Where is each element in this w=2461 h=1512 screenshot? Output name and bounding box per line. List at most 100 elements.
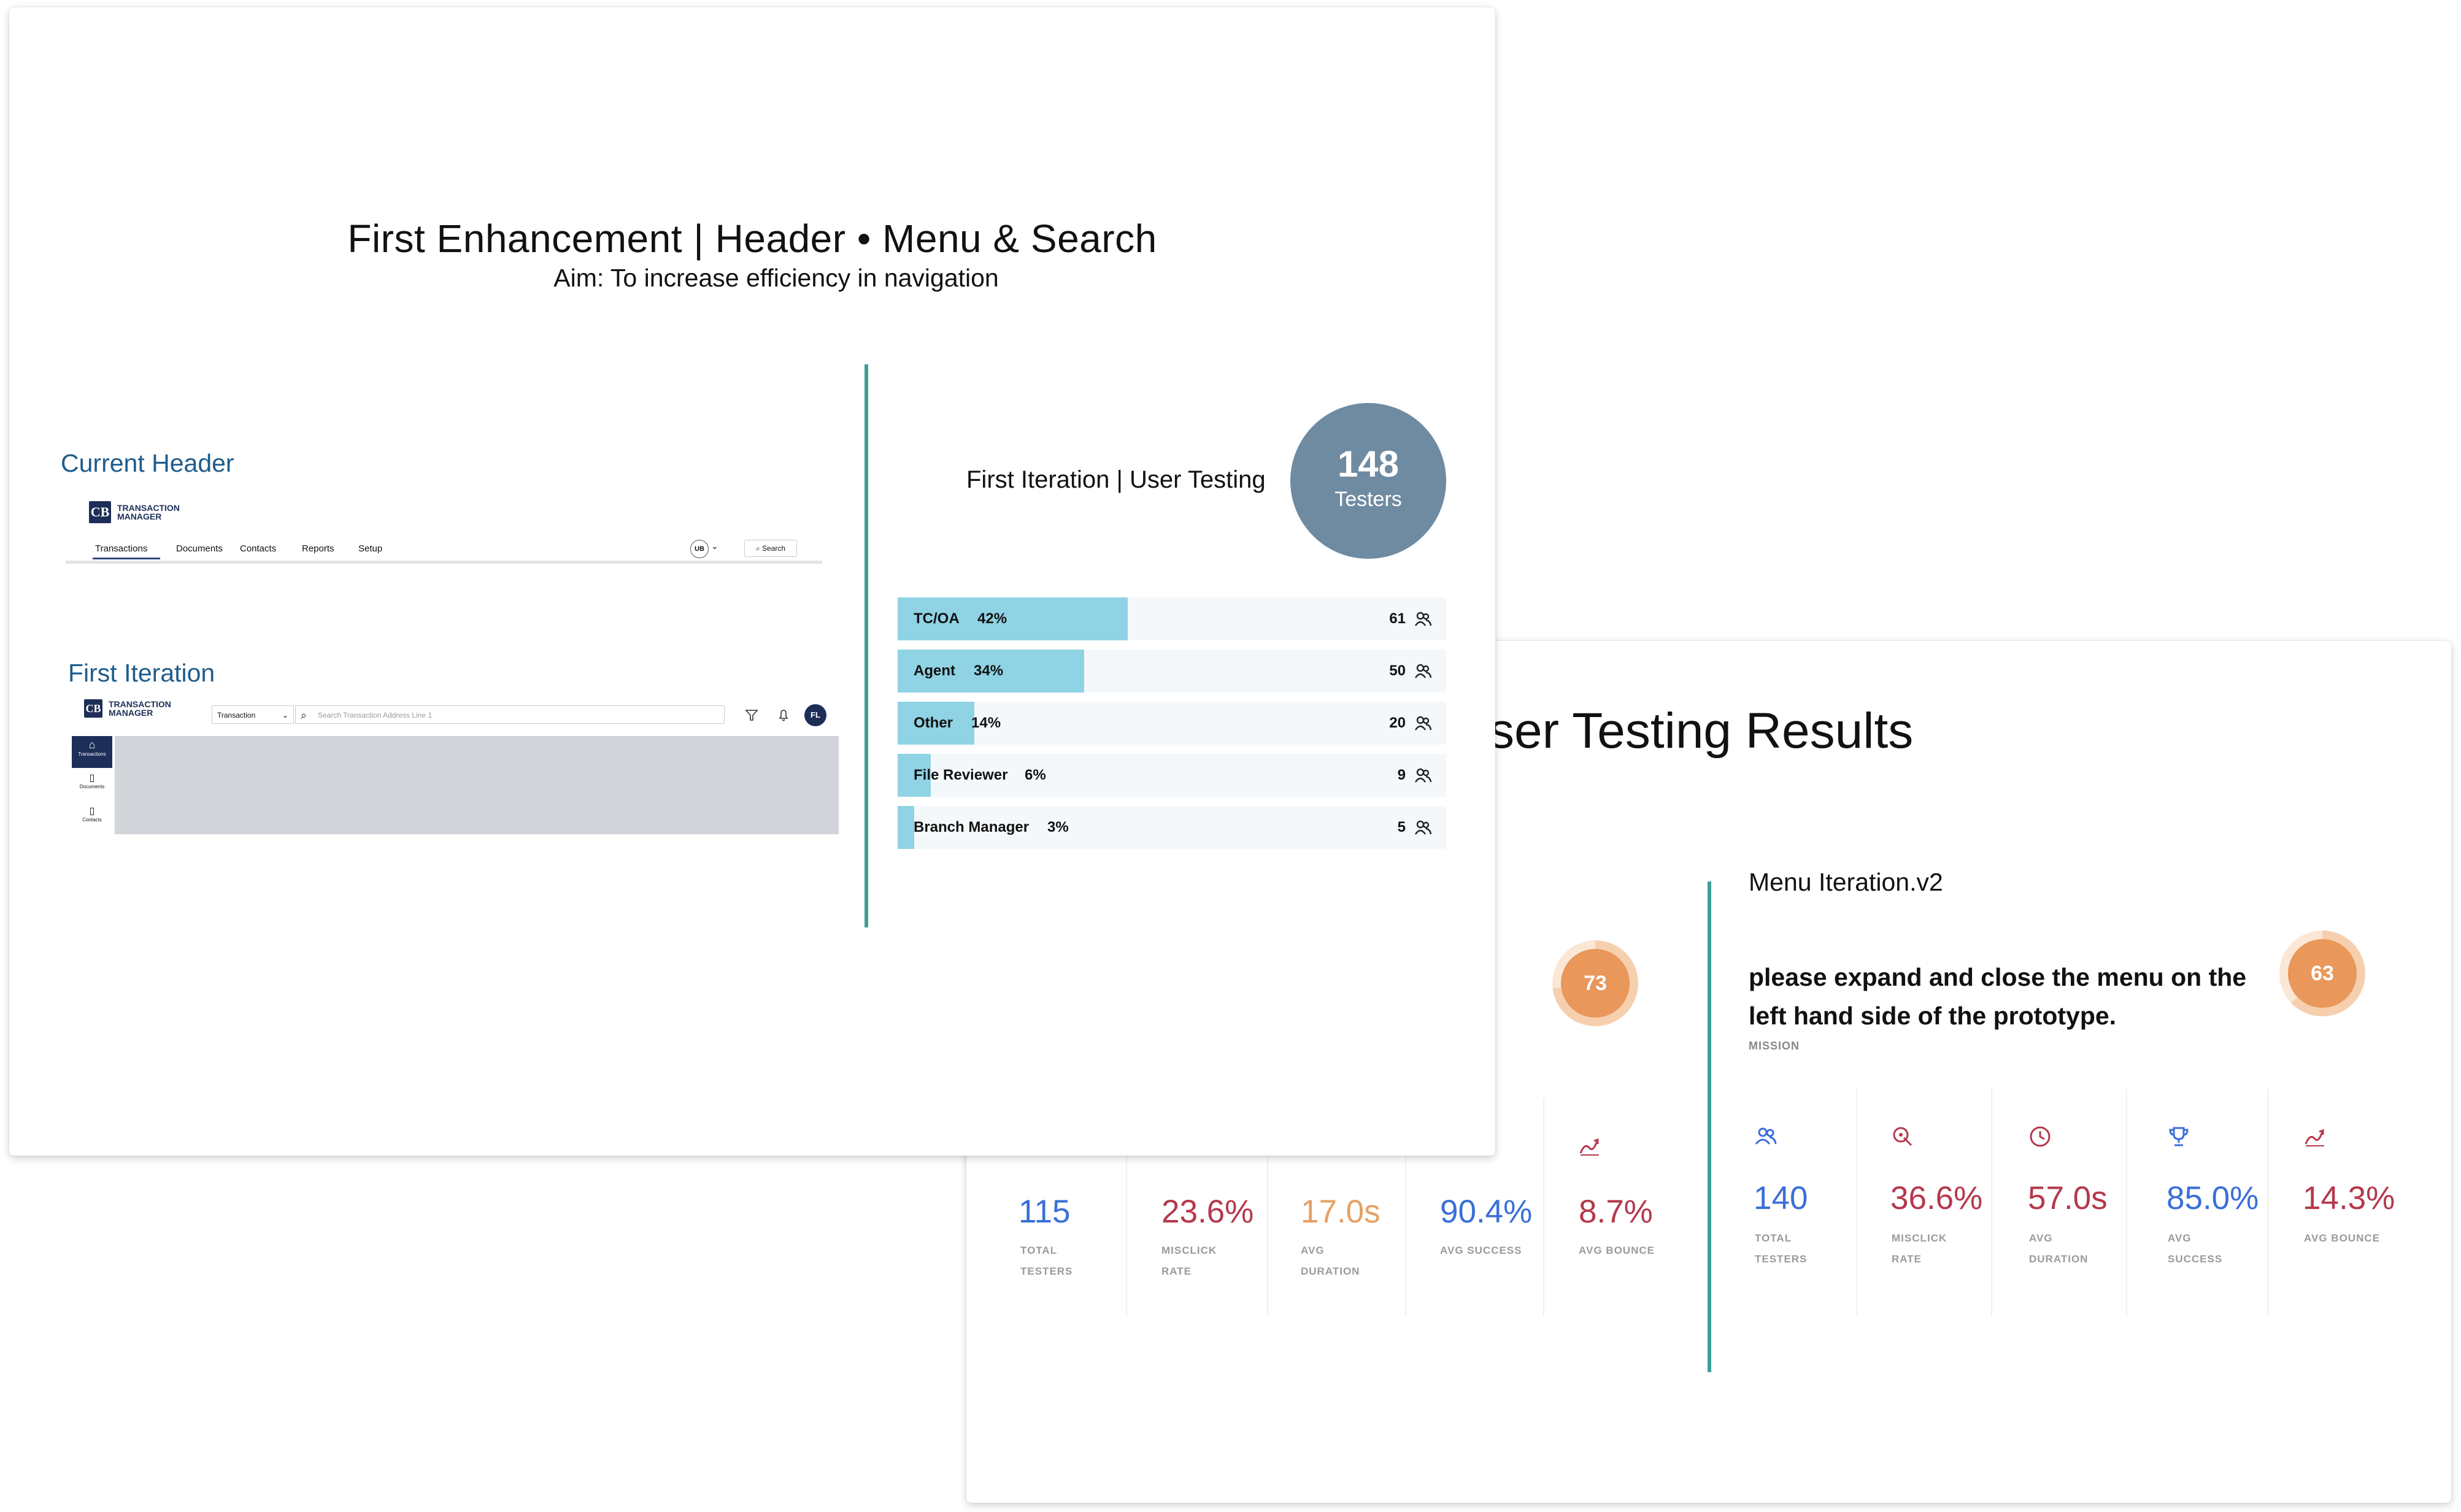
tester-role-row: Other 14% 20 <box>898 702 1446 745</box>
user-avatar[interactable]: UB <box>690 540 709 558</box>
side-nav-label: Contacts <box>82 817 102 823</box>
transaction-manager-logo: CB TRANSACTION MANAGER <box>89 501 191 523</box>
clock-icon <box>2030 1126 2051 1147</box>
tester-role-row: Agent 34% 50 <box>898 650 1446 693</box>
stat-separator <box>1991 1089 1992 1316</box>
right-stat-label-4a: AVG <box>2168 1232 2192 1244</box>
tester-role-label: TC/OA <box>914 610 960 627</box>
right-score-ring: 63 <box>2279 931 2365 1016</box>
logo-text: TRANSACTION MANAGER <box>117 503 180 521</box>
right-stat-label-3b: DURATION <box>2029 1253 2089 1265</box>
first-iteration-mock: CB TRANSACTION MANAGER Transaction ⌄ ⌕ S… <box>64 694 839 842</box>
user-avatar-initials: FL <box>811 710 820 720</box>
home-icon: ⌂ <box>88 739 96 751</box>
tester-role-percent: 3% <box>1047 819 1069 835</box>
search-input[interactable]: ⌕ Search Transaction Address Line 1 <box>295 705 725 724</box>
stat-separator <box>2126 1089 2127 1316</box>
nav-setup[interactable]: Setup <box>358 543 383 554</box>
current-header-mock: CB TRANSACTION MANAGER Transactions Docu… <box>58 492 822 566</box>
nav-transactions[interactable]: Transactions <box>95 543 148 554</box>
tester-role-percent: 14% <box>971 715 1001 731</box>
tester-role-percent: 42% <box>977 610 1007 627</box>
testers-count: 148 <box>1337 443 1400 485</box>
user-avatar-initials: UB <box>695 545 704 553</box>
left-stat-label-1b: TESTERS <box>1020 1265 1073 1277</box>
tester-role-bar <box>898 702 974 745</box>
stat-separator <box>1267 1098 1268 1316</box>
slide-aim: Aim: To increase efficiency in navigatio… <box>553 264 999 292</box>
transaction-type-select[interactable]: Transaction ⌄ <box>212 705 294 724</box>
tester-role-bar <box>898 754 931 797</box>
tester-role-count: 61 <box>1389 610 1406 627</box>
right-stat-value-4: 85.0% <box>2166 1180 2259 1216</box>
tester-role-row: Branch Manager 3% 5 <box>898 806 1446 849</box>
chevron-down-icon[interactable]: ⌄ <box>711 541 718 551</box>
left-stat-label-2a: MISCLICK <box>1161 1245 1217 1256</box>
right-stat-label-5a: AVG BOUNCE <box>2304 1232 2380 1244</box>
nav-documents[interactable]: Documents <box>176 543 223 554</box>
users-icon <box>1415 664 1431 678</box>
left-stat-label-1a: TOTAL <box>1020 1245 1058 1256</box>
right-stat-value-2: 36.6% <box>1890 1180 1983 1216</box>
right-stat-label-2b: RATE <box>1892 1253 1922 1265</box>
back-slide-title: ser Testing Results <box>1489 703 1914 759</box>
users-icon <box>1415 820 1431 835</box>
slide-title: First Enhancement | Header • Menu & Sear… <box>347 217 1157 261</box>
active-nav-underline <box>93 558 160 559</box>
search-button[interactable]: ⌕ Search <box>744 540 797 557</box>
right-stat-label-1a: TOTAL <box>1755 1232 1792 1244</box>
side-nav-item-documents[interactable]: ▯ Documents <box>72 772 112 801</box>
side-nav-label: Transactions <box>78 751 106 757</box>
left-stat-label-3b: DURATION <box>1301 1265 1360 1277</box>
left-score-ring: 73 <box>1552 940 1638 1026</box>
tester-role-bar <box>898 597 1128 640</box>
nav-reports[interactable]: Reports <box>302 543 334 554</box>
tester-role-count: 50 <box>1389 662 1406 679</box>
right-stat-value-5: 14.3% <box>2303 1180 2395 1216</box>
search-icon: ⌕ <box>755 544 760 553</box>
trophy-icon <box>2169 1127 2189 1146</box>
tester-role-bar <box>898 650 1084 693</box>
tester-role-count: 5 <box>1397 819 1406 835</box>
chevron-down-icon: ⌄ <box>282 711 288 720</box>
side-nav-item-transactions[interactable]: ⌂ Transactions <box>72 736 112 768</box>
mission-line-1: please expand and close the menu on the <box>1749 963 2247 991</box>
logo-mark-icon: CB <box>84 699 102 718</box>
users-icon <box>1415 716 1431 731</box>
user-avatar[interactable]: FL <box>804 704 826 726</box>
left-stat-label-5a: AVG BOUNCE <box>1579 1245 1655 1256</box>
logo-text: TRANSACTION MANAGER <box>109 699 171 718</box>
stat-separator <box>1856 1089 1857 1316</box>
logo-mark-icon: CB <box>89 501 111 523</box>
search-button-label: Search <box>762 544 786 553</box>
transaction-manager-logo: CB TRANSACTION MANAGER <box>84 699 182 718</box>
left-stat-label-3a: AVG <box>1301 1245 1325 1256</box>
tester-role-label: File Reviewer <box>914 767 1008 783</box>
side-nav: ⌂ Transactions ▯ Documents ▯ Contacts <box>72 736 112 840</box>
stat-separator <box>1543 1098 1544 1316</box>
document-icon: ▯ <box>89 773 95 783</box>
left-stat-label-2b: RATE <box>1161 1265 1192 1277</box>
right-stat-label-1b: TESTERS <box>1755 1253 1808 1265</box>
right-stat-label-2a: MISCLICK <box>1892 1232 1947 1244</box>
filter-icon[interactable] <box>744 708 759 723</box>
header-bottom-border <box>66 561 822 564</box>
left-stat-value-5: 8.7% <box>1579 1194 1653 1230</box>
left-stat-label-4a: AVG SUCCESS <box>1440 1245 1522 1256</box>
side-nav-item-contacts[interactable]: ▯ Contacts <box>72 805 112 834</box>
search-icon: ⌕ <box>301 709 307 721</box>
right-stat-label-4b: SUCCESS <box>2168 1253 2223 1265</box>
tester-role-row: TC/OA 42% 61 <box>898 597 1446 640</box>
tester-role-bar <box>898 806 914 849</box>
front-slide: First Enhancement | Header • Menu & Sear… <box>9 7 1495 1156</box>
tester-role-count: 9 <box>1397 767 1406 783</box>
target-icon <box>1893 1127 1912 1146</box>
right-stat-value-1: 140 <box>1754 1180 1808 1216</box>
nav-contacts[interactable]: Contacts <box>240 543 277 554</box>
left-stat-value-2: 23.6% <box>1161 1194 1254 1230</box>
tester-role-label: Other <box>914 715 953 731</box>
current-header-label: Current Header <box>61 449 234 477</box>
bell-icon[interactable] <box>776 708 791 723</box>
mission-line-2: left hand side of the prototype. <box>1749 1002 2117 1030</box>
front-divider <box>865 364 868 927</box>
